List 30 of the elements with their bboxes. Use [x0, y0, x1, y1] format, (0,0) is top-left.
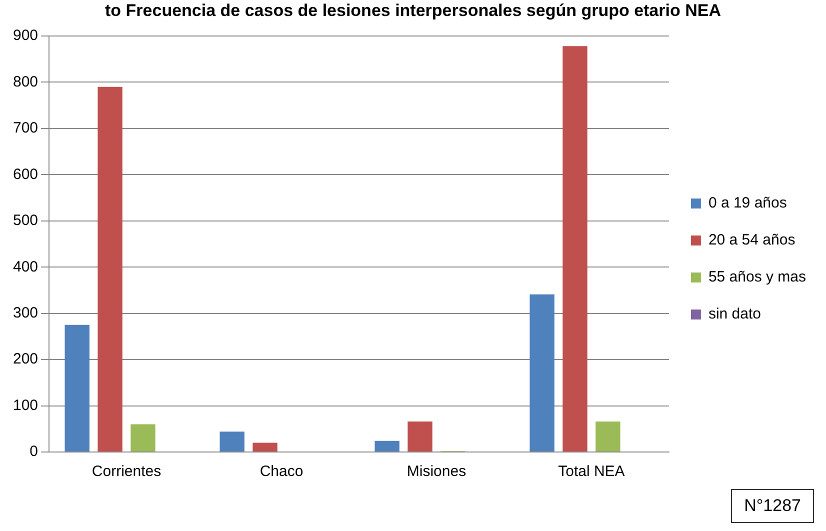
legend-label: sin dato: [708, 306, 761, 323]
y-tick-label: 500: [12, 212, 38, 230]
legend-label: 20 a 54 años: [708, 232, 796, 249]
bar: [64, 324, 90, 452]
x-tick-label: Chaco: [260, 463, 304, 480]
bar: [562, 46, 588, 452]
bar: [252, 442, 278, 452]
bar: [596, 421, 620, 452]
y-tick-label: 700: [12, 120, 38, 137]
y-tick-label: 300: [12, 304, 38, 322]
chart-title: to Frecuencia de casos de lesiones interpersonales según grupo etario NEA: [104, 0, 722, 22]
bar: [530, 294, 554, 452]
y-tick-label: 800: [12, 73, 38, 90]
text: N°1287: [731, 489, 814, 523]
y-tick-label: 600: [12, 166, 38, 183]
bar: [130, 424, 156, 452]
y-tick-label: 200: [12, 350, 38, 368]
x-tick-label: Total NEA: [558, 463, 625, 480]
x-tick-label: Misiones: [406, 463, 466, 480]
bar: [408, 421, 432, 452]
legend-label: 0 a 19 años: [708, 194, 787, 212]
y-tick-label: 400: [12, 258, 38, 276]
bar: [98, 86, 122, 452]
x-tick-label: Corrientes: [92, 463, 162, 480]
y-tick-label: 900: [12, 27, 38, 44]
legend-label: 55 años y mas: [708, 268, 806, 286]
bar: [220, 432, 244, 452]
y-tick-label: 0: [30, 443, 38, 460]
bar: [374, 440, 400, 452]
y-tick-label: 100: [12, 396, 38, 414]
